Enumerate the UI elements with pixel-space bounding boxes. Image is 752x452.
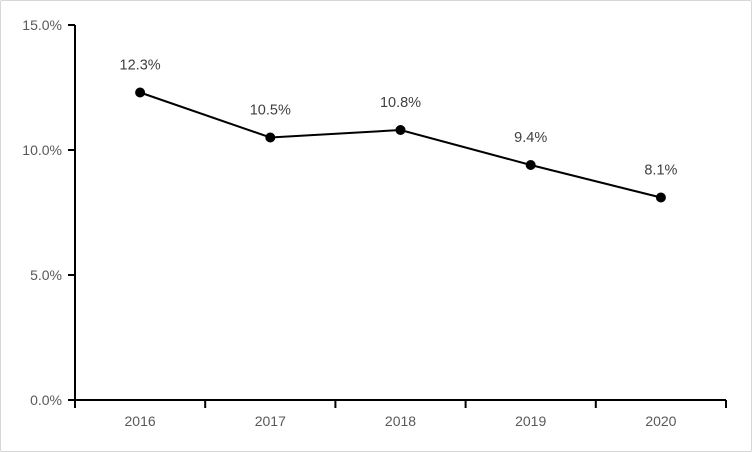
data-label: 9.4% — [514, 130, 547, 146]
x-axis-tick-label: 2018 — [385, 413, 416, 429]
x-axis-tick-label: 2019 — [515, 413, 546, 429]
y-axis-tick-label: 0.0% — [30, 392, 62, 408]
data-point — [265, 132, 276, 143]
data-point — [525, 160, 536, 170]
data-label: 12.3% — [120, 58, 161, 74]
y-axis-tick-label: 15.0% — [22, 17, 62, 33]
data-point — [135, 87, 146, 98]
data-point — [655, 192, 666, 203]
x-axis-tick-label: 2020 — [645, 413, 676, 429]
data-point — [395, 125, 406, 135]
data-label: 10.5% — [250, 103, 291, 119]
y-axis-tick-label: 10.0% — [22, 142, 62, 158]
y-axis-tick-label: 5.0% — [30, 267, 62, 283]
x-axis-tick-label: 2017 — [255, 413, 286, 429]
x-axis-tick-label: 2016 — [125, 413, 156, 429]
data-label: 8.1% — [644, 163, 677, 179]
data-label: 10.8% — [380, 95, 421, 111]
